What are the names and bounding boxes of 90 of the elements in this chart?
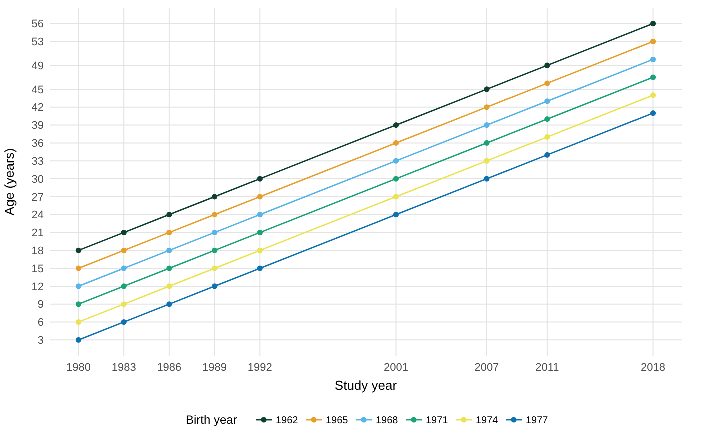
point	[212, 266, 218, 272]
x-tick-label: 2007	[474, 362, 500, 374]
y-tick-label: 39	[32, 120, 44, 132]
point	[393, 140, 400, 146]
point	[484, 122, 490, 128]
x-tick-label: 1989	[202, 362, 228, 374]
point	[257, 212, 263, 218]
point	[393, 158, 400, 164]
point	[544, 98, 550, 104]
y-tick-label: 15	[32, 263, 44, 276]
y-tick-label: 36	[32, 138, 44, 150]
point	[166, 284, 172, 290]
legend-label: 1971	[426, 416, 449, 426]
point	[257, 194, 263, 200]
point	[484, 140, 490, 146]
point	[544, 62, 550, 68]
x-tick-label: 2001	[384, 362, 408, 374]
point	[257, 266, 263, 272]
y-tick-label: 18	[32, 245, 44, 258]
point	[76, 284, 82, 290]
point	[121, 284, 127, 290]
point	[121, 230, 127, 236]
point	[212, 212, 218, 218]
point	[484, 86, 490, 92]
x-tick-label: 1980	[66, 362, 91, 374]
point	[76, 302, 82, 308]
y-tick-label: 3	[38, 335, 44, 348]
point	[121, 302, 127, 308]
point	[257, 230, 263, 236]
point	[393, 176, 400, 182]
x-tick-label: 2011	[536, 362, 560, 374]
point	[544, 152, 550, 158]
point	[393, 212, 400, 218]
point	[76, 319, 82, 326]
y-tick-label: 56	[32, 18, 44, 31]
point	[166, 230, 172, 236]
y-axis-title: Age (years)	[2, 148, 17, 216]
y-tick-label: 30	[32, 174, 44, 186]
y-tick-label: 12	[32, 281, 44, 294]
point	[76, 337, 82, 343]
point	[121, 319, 127, 326]
point	[76, 266, 82, 272]
point	[121, 266, 127, 272]
x-axis-title: Study year	[334, 378, 398, 393]
y-tick-label: 21	[32, 228, 44, 240]
y-tick-label: 33	[32, 156, 44, 168]
x-tick-label: 1986	[157, 362, 182, 374]
point	[544, 134, 550, 140]
point	[650, 74, 656, 80]
point	[166, 248, 172, 254]
point	[484, 104, 490, 110]
point	[212, 194, 218, 200]
y-tick-label: 45	[32, 84, 44, 96]
point	[76, 248, 82, 254]
point	[212, 230, 218, 236]
legend-label: 1968	[376, 416, 399, 426]
point	[121, 248, 127, 254]
point	[650, 38, 656, 45]
legend-label: 1962	[276, 416, 299, 426]
y-tick-label: 27	[32, 192, 44, 204]
legend-label: 1974	[476, 416, 499, 426]
y-tick-label: 53	[32, 36, 44, 49]
point	[544, 80, 550, 86]
point	[166, 266, 172, 272]
point	[544, 116, 550, 122]
legend-label: 1965	[326, 416, 349, 426]
point	[166, 302, 172, 308]
y-tick-label: 9	[38, 299, 44, 312]
point	[650, 92, 656, 98]
y-tick-label: 24	[32, 210, 44, 222]
point	[484, 176, 490, 182]
point	[212, 284, 218, 290]
point	[257, 248, 263, 254]
point	[484, 158, 490, 164]
point	[650, 110, 656, 116]
x-tick-label: 1992	[248, 362, 272, 374]
y-tick-label: 42	[32, 102, 44, 114]
point	[166, 212, 172, 218]
point	[393, 122, 400, 128]
point	[650, 56, 656, 62]
x-tick-label: 1983	[112, 362, 136, 374]
y-tick-label: 49	[32, 60, 44, 72]
point	[257, 176, 263, 182]
x-tick-label: 2018	[641, 362, 666, 374]
point	[212, 248, 218, 254]
legend-label: 1977	[526, 416, 549, 426]
y-tick-label: 6	[38, 317, 44, 330]
point	[393, 194, 400, 200]
legend-title: Birth year	[186, 413, 238, 428]
point	[650, 21, 656, 27]
